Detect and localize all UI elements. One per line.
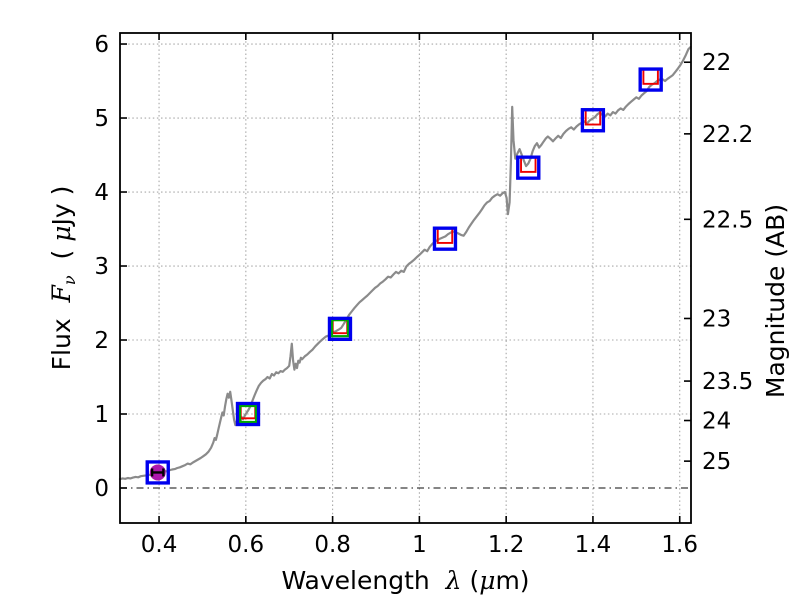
x-tick-label: 0.8 — [314, 532, 351, 558]
magnitude-tick-label: 22 — [702, 50, 731, 76]
y-axis-right-label: Magnitude (AB) — [761, 204, 790, 398]
x-tick-label: 1.4 — [575, 532, 612, 558]
plot-frame — [119, 32, 692, 524]
flux-tick-label: 0 — [94, 476, 109, 502]
flux-tick-label: 1 — [94, 402, 109, 428]
model-spectrum — [118, 45, 692, 481]
photometry-outer-blue-squares-marker — [432, 226, 458, 251]
magnitude-tick-label: 24 — [702, 409, 731, 435]
x-tick-label: 1 — [412, 532, 427, 558]
x-tick-label: 1.2 — [488, 532, 525, 558]
y-axis-left-label: Flux Fν ( μJy ) — [47, 186, 79, 371]
photometry-outer-blue-squares-marker — [145, 460, 170, 485]
x-tick-label: 0.4 — [141, 532, 178, 558]
magnitude-tick-label: 22.2 — [702, 122, 753, 148]
flux-tick-label: 5 — [94, 106, 109, 132]
flux-tick-label: 2 — [94, 328, 109, 354]
flux-tick-label: 6 — [94, 32, 109, 58]
photometry-outer-blue-squares-marker — [638, 67, 663, 92]
x-axis-label: Wavelength λ (μm) — [281, 566, 529, 595]
photometry-inner-green-squares-marker — [330, 319, 350, 338]
photometry-inner-green-squares-marker — [238, 404, 258, 424]
flux-tick-label: 4 — [94, 180, 109, 206]
x-tick-label: 0.6 — [228, 532, 265, 558]
photometry-outer-blue-squares-marker — [235, 401, 261, 427]
magnitude-tick-label: 23 — [702, 306, 731, 332]
photometry-outer-blue-squares-marker — [580, 108, 606, 133]
flux-tick-label: 3 — [94, 254, 109, 280]
photometry-outer-blue-squares-marker — [516, 155, 541, 180]
magnitude-tick-label: 22.5 — [702, 207, 753, 233]
x-tick-label: 1.6 — [661, 532, 698, 558]
photometry-outer-blue-squares-marker — [327, 316, 353, 342]
magnitude-tick-label: 23.5 — [702, 369, 753, 395]
magnitude-tick-label: 25 — [702, 449, 731, 475]
